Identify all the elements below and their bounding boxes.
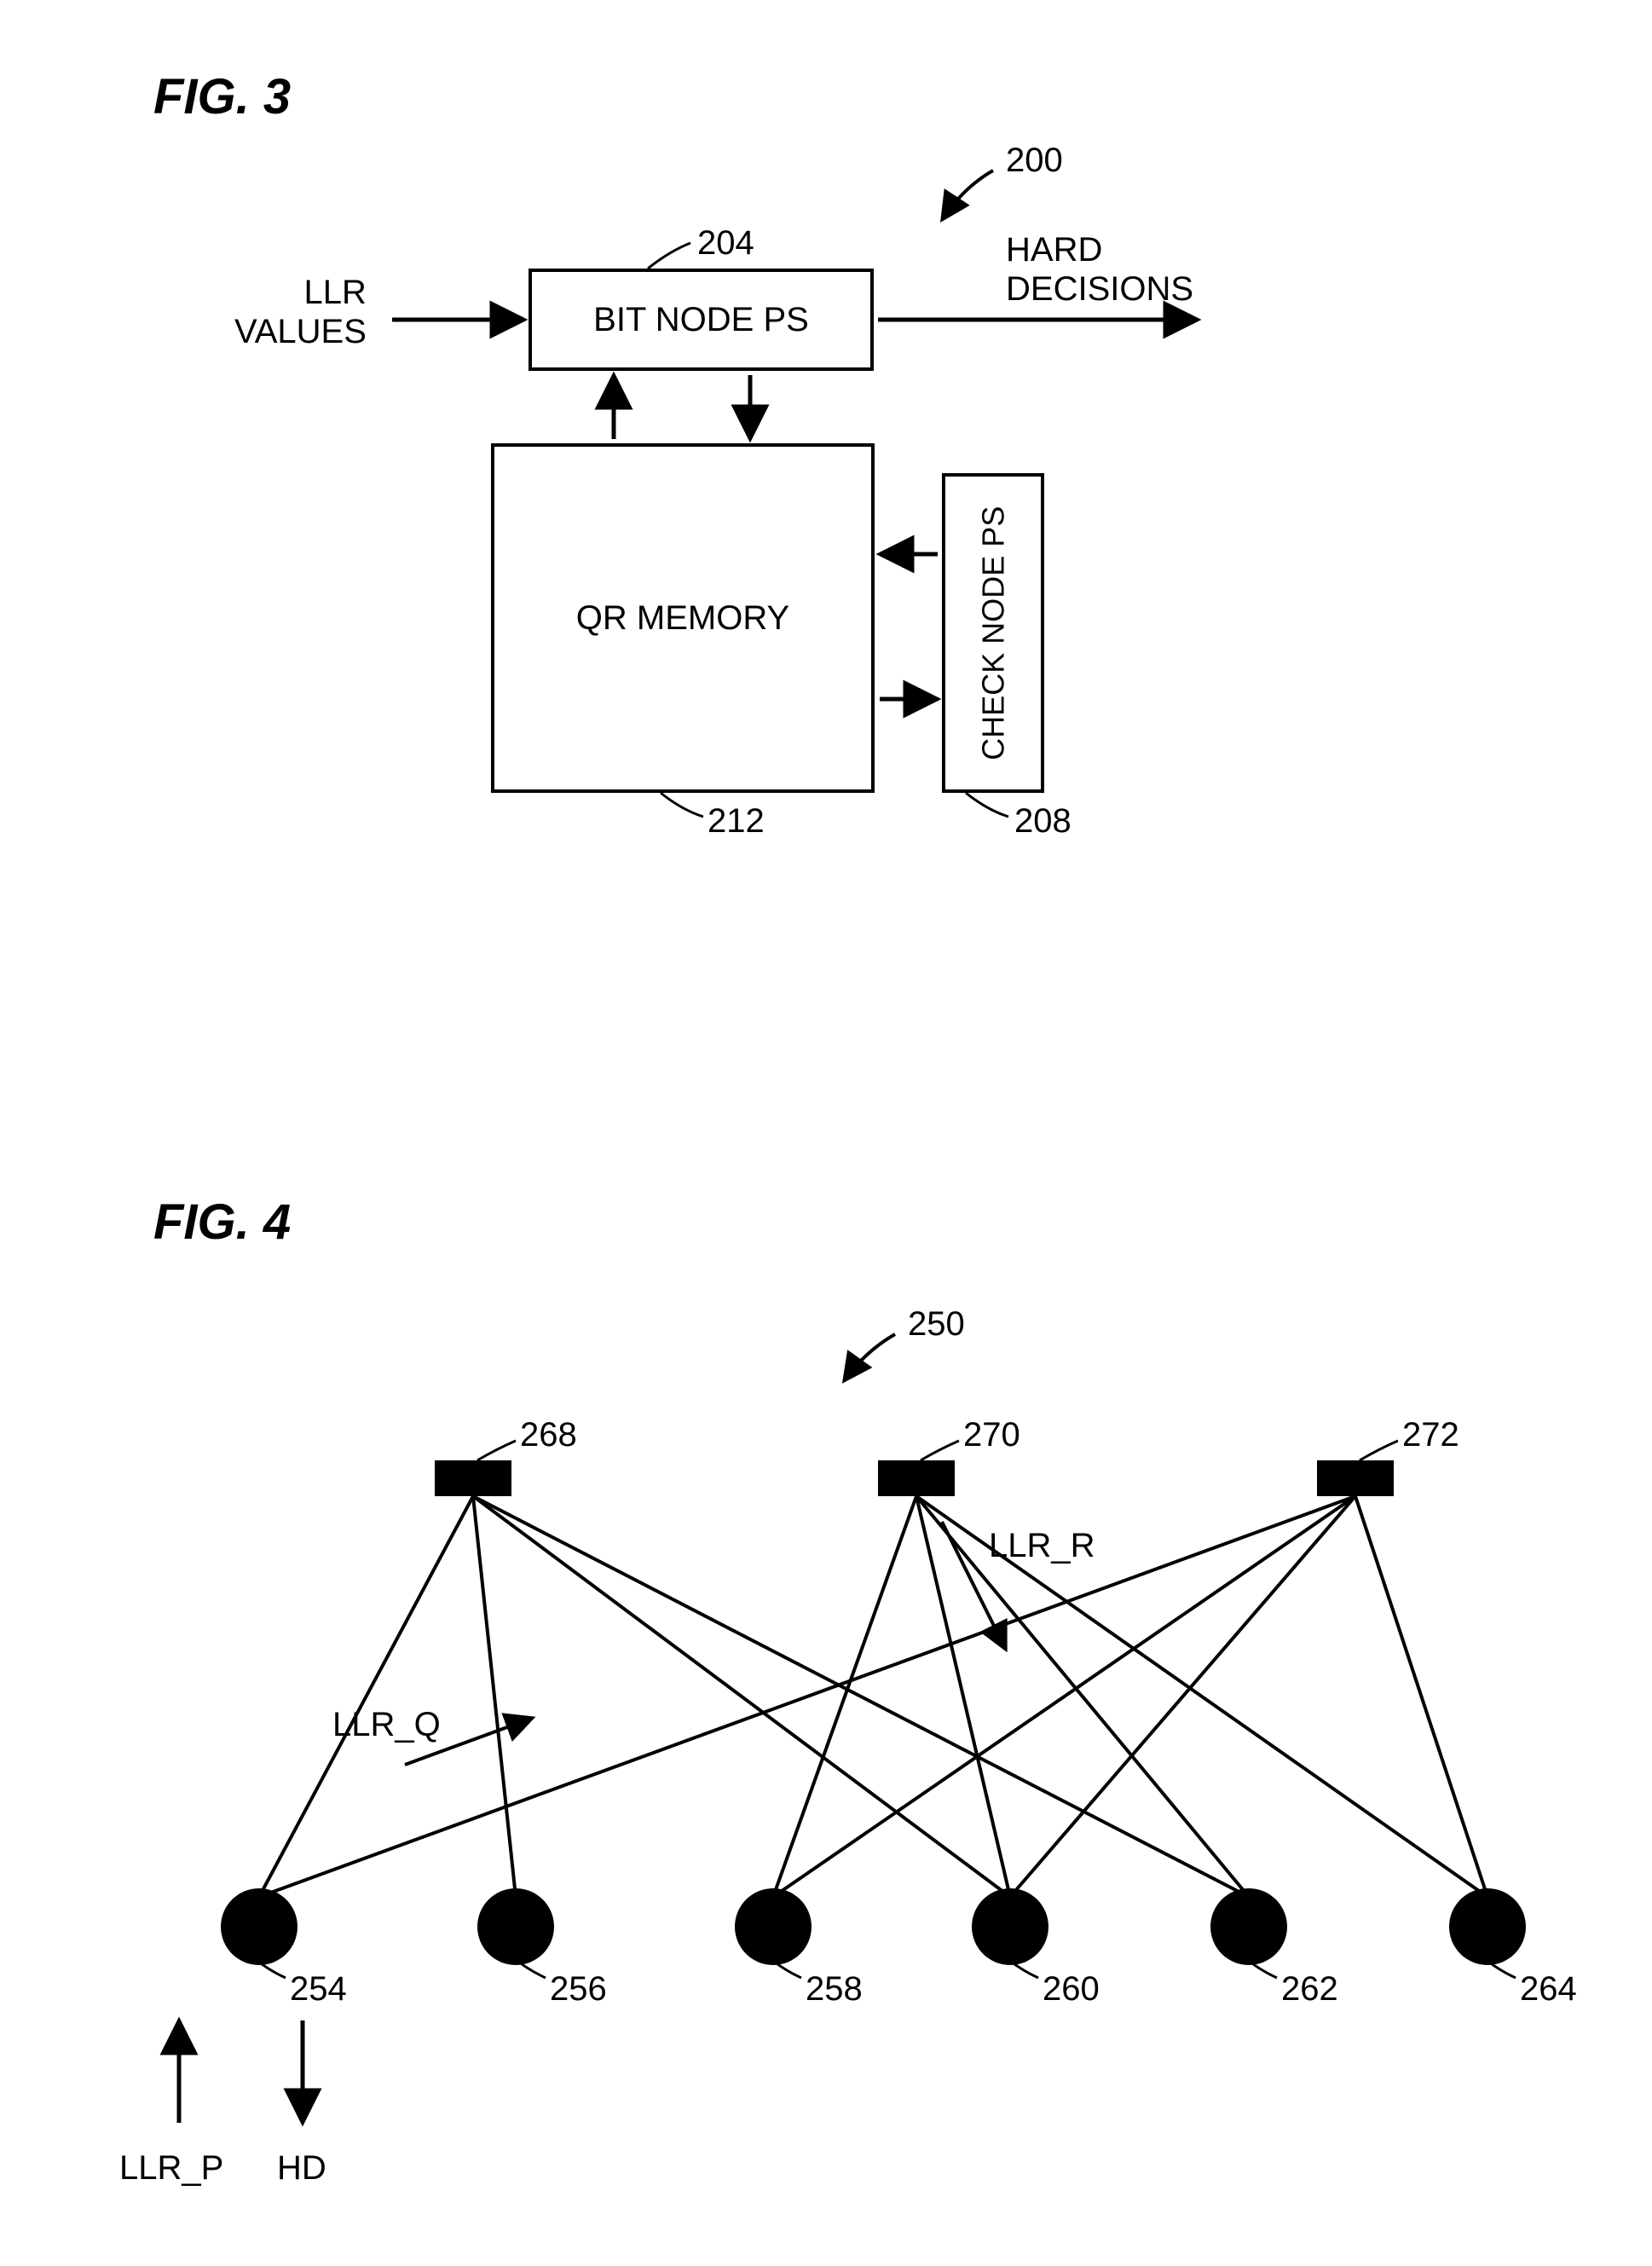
- llr-values-label: LLR VALUES: [234, 273, 367, 351]
- bit-node-1-ref: 256: [550, 1969, 607, 2009]
- bit-node-box: BIT NODE PS: [529, 269, 874, 371]
- qr-memory-box: QR MEMORY: [491, 443, 875, 793]
- bit-node-ref: 204: [697, 223, 754, 263]
- qr-memory-ref: 212: [708, 801, 765, 841]
- bit-node-text: BIT NODE PS: [593, 301, 809, 339]
- check-node-2-ref: 272: [1402, 1415, 1459, 1454]
- bit-node-0: [221, 1888, 297, 1965]
- check-node-1: [878, 1460, 955, 1496]
- bit-node-3-ref: 260: [1043, 1969, 1100, 2009]
- check-node-0-ref: 268: [520, 1415, 577, 1454]
- check-node-text: CHECK NODE PS: [975, 506, 1010, 760]
- bit-node-4: [1210, 1888, 1287, 1965]
- fig4-title: FIG. 4: [153, 1194, 291, 1251]
- qr-memory-text: QR MEMORY: [576, 599, 789, 638]
- bit-node-2-ref: 258: [806, 1969, 863, 2009]
- check-node-ref: 208: [1014, 801, 1071, 841]
- llr-p-label: LLR_P: [119, 2148, 223, 2188]
- check-node-1-ref: 270: [963, 1415, 1020, 1454]
- bit-node-3: [972, 1888, 1048, 1965]
- hd-label: HD: [277, 2148, 326, 2188]
- llr-q-label: LLR_Q: [332, 1705, 441, 1744]
- fig3-title: FIG. 3: [153, 68, 291, 125]
- check-node-2: [1317, 1460, 1394, 1496]
- bit-node-5-ref: 264: [1520, 1969, 1577, 2009]
- fig4-ref-main: 250: [908, 1304, 965, 1344]
- bit-node-5: [1449, 1888, 1526, 1965]
- llr-r-label: LLR_R: [989, 1526, 1095, 1565]
- hard-decisions-label: HARD DECISIONS: [1006, 230, 1193, 309]
- check-node-0: [435, 1460, 511, 1496]
- bit-node-4-ref: 262: [1281, 1969, 1338, 2009]
- check-node-box: CHECK NODE PS: [942, 473, 1044, 793]
- bit-node-1: [477, 1888, 554, 1965]
- bit-node-0-ref: 254: [290, 1969, 347, 2009]
- bit-node-2: [735, 1888, 812, 1965]
- fig3-ref-main: 200: [1006, 141, 1063, 180]
